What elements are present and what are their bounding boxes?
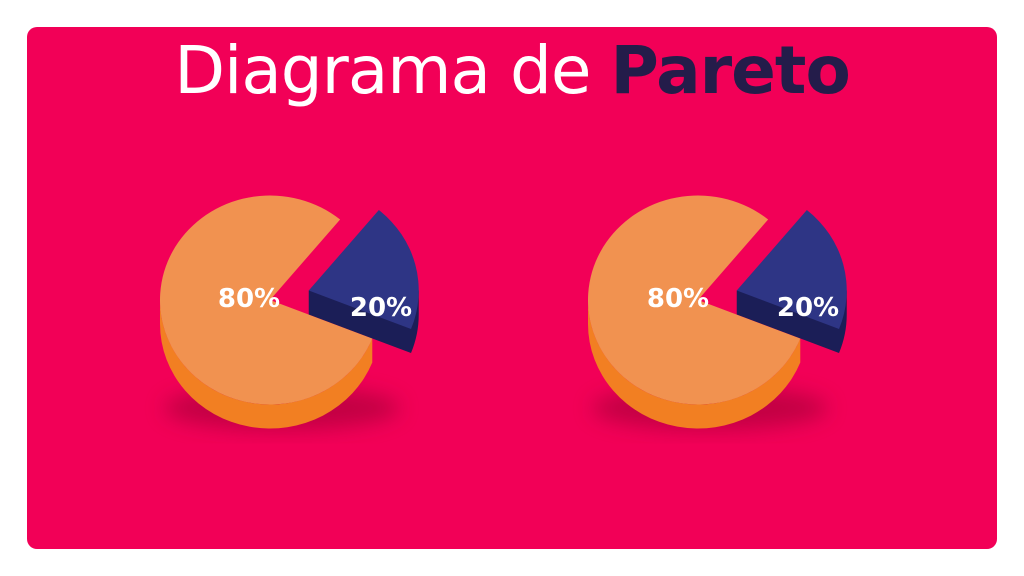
minor-slice-label: 20%	[350, 293, 412, 323]
major-slice-label: 80%	[218, 284, 280, 314]
pie-chart-right: 80% 20%	[587, 195, 847, 430]
major-slice-label: 80%	[647, 284, 709, 314]
minor-slice-label: 20%	[777, 293, 839, 323]
major-slice-top	[587, 195, 801, 405]
major-slice-side	[159, 300, 373, 429]
title-text: Diagrama de	[174, 32, 591, 109]
major-slice-top	[159, 195, 373, 405]
major-slice-side	[588, 300, 801, 429]
pie-chart-left: 80% 20%	[159, 195, 419, 430]
minor-slice-top	[308, 210, 419, 330]
page-title: Diagrama de Pareto	[0, 38, 1024, 104]
minor-slice-top	[736, 210, 847, 330]
title-accent-text: Pareto	[610, 32, 850, 109]
